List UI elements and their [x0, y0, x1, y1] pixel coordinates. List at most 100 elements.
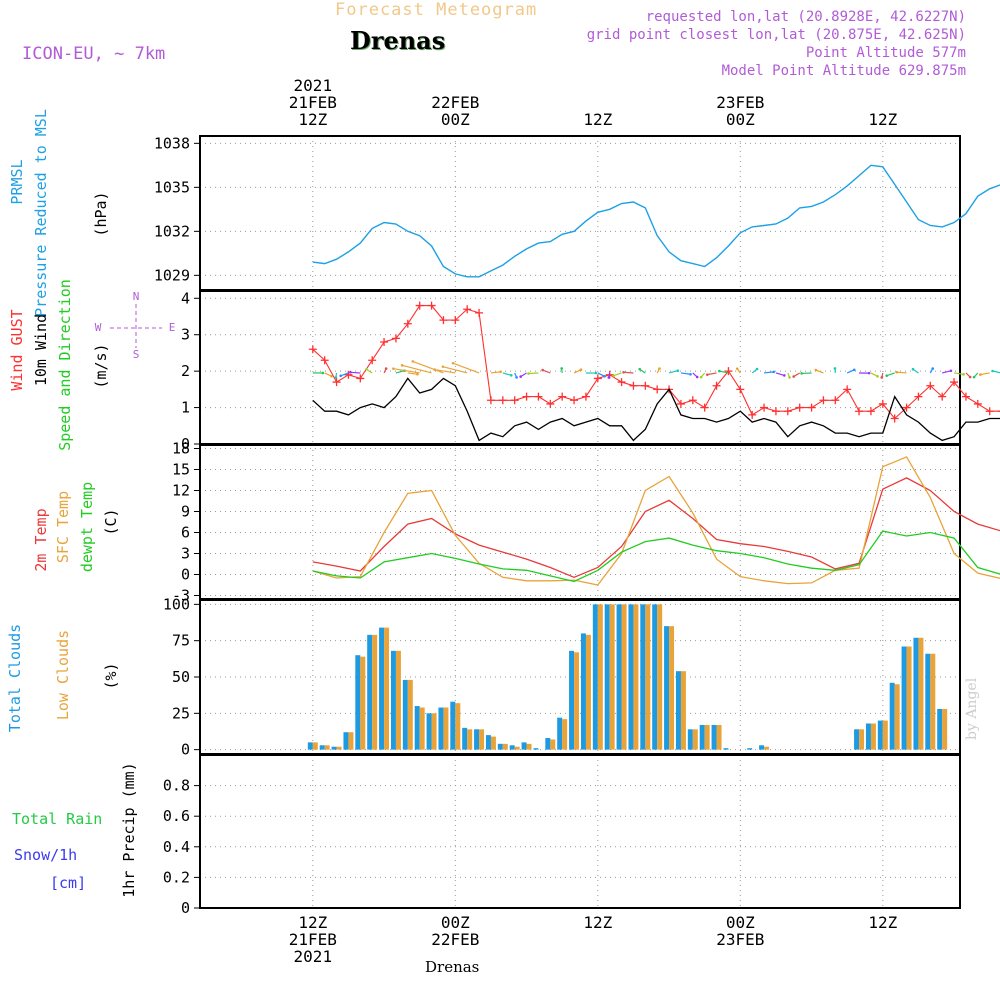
y-tick-label: 15 [172, 461, 190, 479]
wind-arrow-head [783, 374, 786, 377]
total-cloud-bar [426, 713, 432, 750]
panel-4: 0 0.2 0.4 0.6 0.8 Total Rain Snow/1h [cm] [12, 754, 961, 917]
ylabel-total-clouds: Total Clouds [6, 624, 24, 732]
wind-arrow-head [800, 372, 803, 375]
wind-arrow-head [689, 372, 692, 376]
total-cloud-bar [414, 706, 420, 750]
compass-s: S [133, 348, 140, 361]
low-cloud-bar [764, 746, 770, 750]
ylabel-wind-gust: Wind GUST [8, 309, 26, 390]
low-cloud-bar [490, 736, 496, 750]
gust-marker [819, 396, 828, 405]
date-line: 12Z [868, 110, 898, 129]
wind-arrow-head [867, 371, 871, 375]
ylabel-speed-direction: Speed and Direction [56, 279, 74, 451]
total-cloud-bar [462, 727, 468, 750]
gust-marker [795, 403, 804, 412]
watermark: by Angel [964, 677, 980, 740]
wind-arrow [980, 372, 990, 376]
y-tick-label: 0 [181, 741, 190, 759]
bottom-date-label: 00Z 22FEB [431, 914, 479, 948]
wind-arrow [719, 370, 729, 374]
total-cloud-bar [747, 748, 753, 750]
wind-arrow-head [911, 367, 915, 371]
y-tick-label: 1032 [154, 222, 190, 240]
gust-marker [320, 356, 329, 365]
total-cloud-bar [711, 724, 717, 750]
gust-marker [676, 399, 685, 408]
total-cloud-bar [925, 653, 931, 750]
wind-arrow-head [735, 367, 739, 370]
low-cloud-bar [704, 724, 710, 750]
total-cloud-bar [687, 729, 693, 750]
top-date-label: 22FEB 00Z [431, 94, 479, 128]
wind-arrow-head [400, 364, 404, 367]
low-cloud-bar [312, 742, 318, 750]
total-cloud-bar [343, 732, 349, 750]
wind-arrow-head [852, 368, 856, 372]
y-tick-label: 4 [181, 289, 190, 307]
wind-arrow-head [612, 374, 615, 378]
wind-arrow-head [519, 375, 522, 378]
gust-marker [570, 396, 579, 405]
total-cloud-bar [307, 742, 313, 750]
model-label: ICON-EU, ~ 7km [22, 44, 166, 64]
wind-arrow [340, 372, 349, 377]
wind-arrow-head [876, 375, 879, 378]
y-tick-label: 0.6 [163, 807, 190, 825]
wind-arrow-head [833, 367, 837, 370]
date-line: 12Z [298, 913, 328, 932]
wind-arrow-head [334, 376, 338, 379]
ylabel-hpa: (hPa) [92, 191, 110, 236]
low-cloud-bar [930, 653, 936, 750]
top-date-label: 12Z [868, 111, 897, 128]
total-cloud-bar [604, 604, 610, 750]
bottom-date-label: 12Z 21FEB 2021 [289, 914, 337, 965]
wind-arrow-head [603, 375, 606, 378]
wind-arrow [623, 371, 634, 374]
low-cloud-bar [443, 707, 449, 750]
gust-marker [700, 403, 709, 412]
gust-marker [463, 305, 472, 314]
compass-rose: N S W E [95, 290, 176, 361]
wind-arrow-head [579, 368, 583, 372]
ylabel-pressure-msl: Pressure Reduced to MSL [32, 109, 50, 317]
footer-station-name: Drenas [425, 958, 480, 976]
y-tick-label: 1035 [154, 178, 190, 196]
wind-arrow-head [384, 367, 388, 370]
y-tick-label: 18 [172, 440, 190, 458]
total-cloud-bar [557, 717, 563, 750]
gust-marker [522, 392, 531, 401]
forecast-title: Forecast Meteogram [335, 0, 538, 20]
date-line: 00Z [725, 110, 755, 129]
wind-arrow-head [541, 368, 544, 372]
bottom-date-label: 00Z 23FEB [716, 914, 764, 948]
low-cloud-bar [419, 707, 425, 750]
panel-frame [199, 290, 961, 445]
gust-marker [368, 356, 377, 365]
wind-arrow-head [699, 375, 703, 379]
gust-marker [973, 399, 982, 408]
wind-arrow-head [705, 373, 709, 376]
gust-marker [724, 367, 733, 376]
wind-arrow-head [392, 367, 395, 370]
panel-0: 1029 1032 1035 1038 [154, 134, 1000, 291]
wind-arrow-head [622, 370, 625, 374]
wind-arrow-head [509, 374, 513, 377]
date-line: 00Z [725, 913, 755, 932]
low-cloud-bar [348, 732, 354, 750]
low-cloud-bar [479, 729, 485, 750]
wind-arrow [668, 370, 678, 374]
wind-arrow-head [607, 376, 611, 379]
wind-arrow-head [991, 369, 994, 373]
wind-arrow [942, 370, 952, 374]
wind-arrow-head [441, 365, 445, 368]
total-cloud-bar [331, 746, 337, 750]
date-line: 22FEB [431, 93, 480, 112]
y-tick-label: 1029 [154, 266, 190, 284]
total-cloud-bar [652, 604, 658, 750]
wind-arrow-head [594, 371, 598, 375]
wind-arrow-head [321, 371, 325, 375]
gust-marker [391, 334, 400, 343]
dewpt-line [312, 530, 1000, 583]
